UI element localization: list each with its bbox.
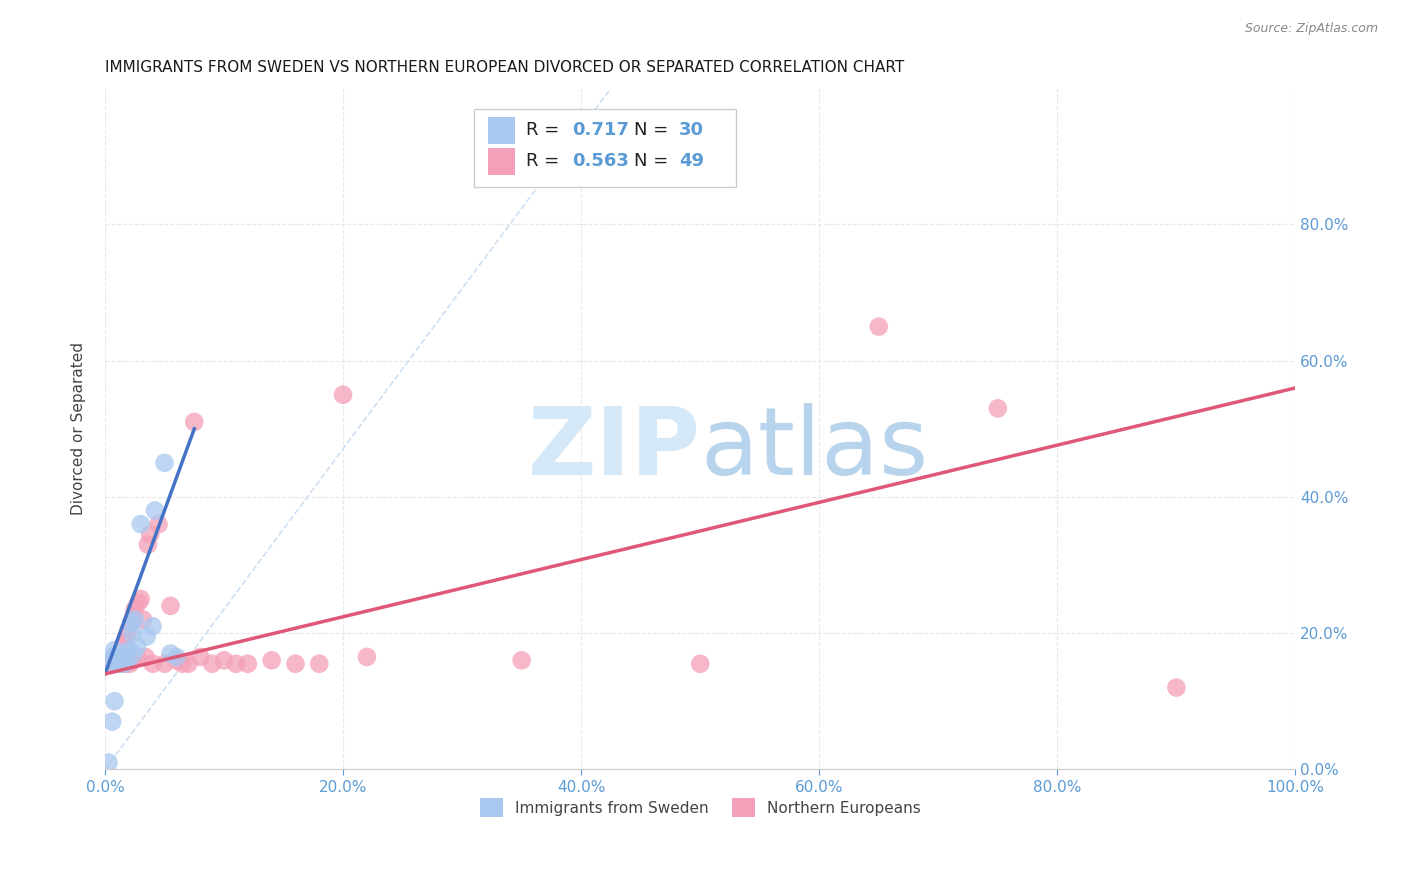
Point [260,653,283,667]
Point [110,657,132,671]
Point [165,653,187,667]
Point [177,657,200,671]
Text: N =: N = [634,121,673,139]
Point [103,652,125,666]
Point [1166,681,1188,695]
Point [159,599,181,613]
Point [332,388,354,402]
Point [142,619,165,633]
Point [510,653,533,667]
Point [129,517,152,532]
Point [110,648,132,662]
Point [117,653,139,667]
Point [153,657,176,671]
Point [117,655,139,669]
Point [118,623,141,637]
Text: 49: 49 [679,153,704,170]
Text: Source: ZipAtlas.com: Source: ZipAtlas.com [1244,22,1378,36]
Point [134,649,156,664]
Text: IMMIGRANTS FROM SWEDEN VS NORTHERN EUROPEAN DIVORCED OR SEPARATED CORRELATION CH: IMMIGRANTS FROM SWEDEN VS NORTHERN EUROP… [105,60,904,75]
Point [124,612,146,626]
Point [159,647,181,661]
Point [129,592,152,607]
Point [107,655,129,669]
Point [114,653,136,667]
Point [118,657,141,671]
Point [115,647,138,661]
Point [103,694,125,708]
Point [284,657,307,671]
Point [112,636,135,650]
Point [689,657,711,671]
Point [143,503,166,517]
Point [120,615,142,630]
Point [103,649,125,664]
Text: ZIP: ZIP [527,403,700,495]
Point [165,649,187,664]
Point [115,630,138,644]
Point [172,657,194,671]
Point [103,643,125,657]
Point [212,653,235,667]
Point [104,653,127,667]
Point [868,319,890,334]
Point [121,626,143,640]
Y-axis label: Divorced or Separated: Divorced or Separated [72,343,86,516]
Point [121,653,143,667]
Point [127,595,149,609]
Point [100,657,122,671]
Point [101,714,124,729]
Point [308,657,330,671]
Point [122,609,145,624]
Point [236,657,259,671]
Text: R =: R = [526,153,565,170]
Bar [488,147,515,175]
Point [108,652,131,666]
Point [127,640,149,654]
Text: R =: R = [526,121,565,139]
Point [201,657,224,671]
Point [987,401,1010,416]
Point [97,756,120,770]
Point [183,415,205,429]
Point [103,655,125,669]
Point [107,655,129,669]
Point [111,653,134,667]
Point [139,527,162,541]
Text: 0.717: 0.717 [572,121,628,139]
Point [153,456,176,470]
Text: N =: N = [634,153,673,170]
Point [105,652,128,666]
Point [132,612,155,626]
Point [120,615,142,630]
FancyBboxPatch shape [474,109,735,187]
Text: 0.563: 0.563 [572,153,628,170]
Point [111,649,134,664]
Point [112,657,135,671]
Text: atlas: atlas [700,403,928,495]
Point [136,537,159,551]
Text: 30: 30 [679,121,704,139]
Point [104,657,127,671]
Legend: Immigrants from Sweden, Northern Europeans: Immigrants from Sweden, Northern Europea… [474,792,927,823]
Point [122,647,145,661]
Point [124,602,146,616]
Point [135,630,157,644]
Bar [488,117,515,145]
Point [105,649,128,664]
Point [356,649,378,664]
Point [100,653,122,667]
Point [188,649,211,664]
Point [148,517,170,532]
Point [114,657,136,671]
Point [108,648,131,662]
Point [127,649,149,664]
Point [225,657,247,671]
Point [118,643,141,657]
Point [142,657,165,671]
Point [111,643,134,657]
